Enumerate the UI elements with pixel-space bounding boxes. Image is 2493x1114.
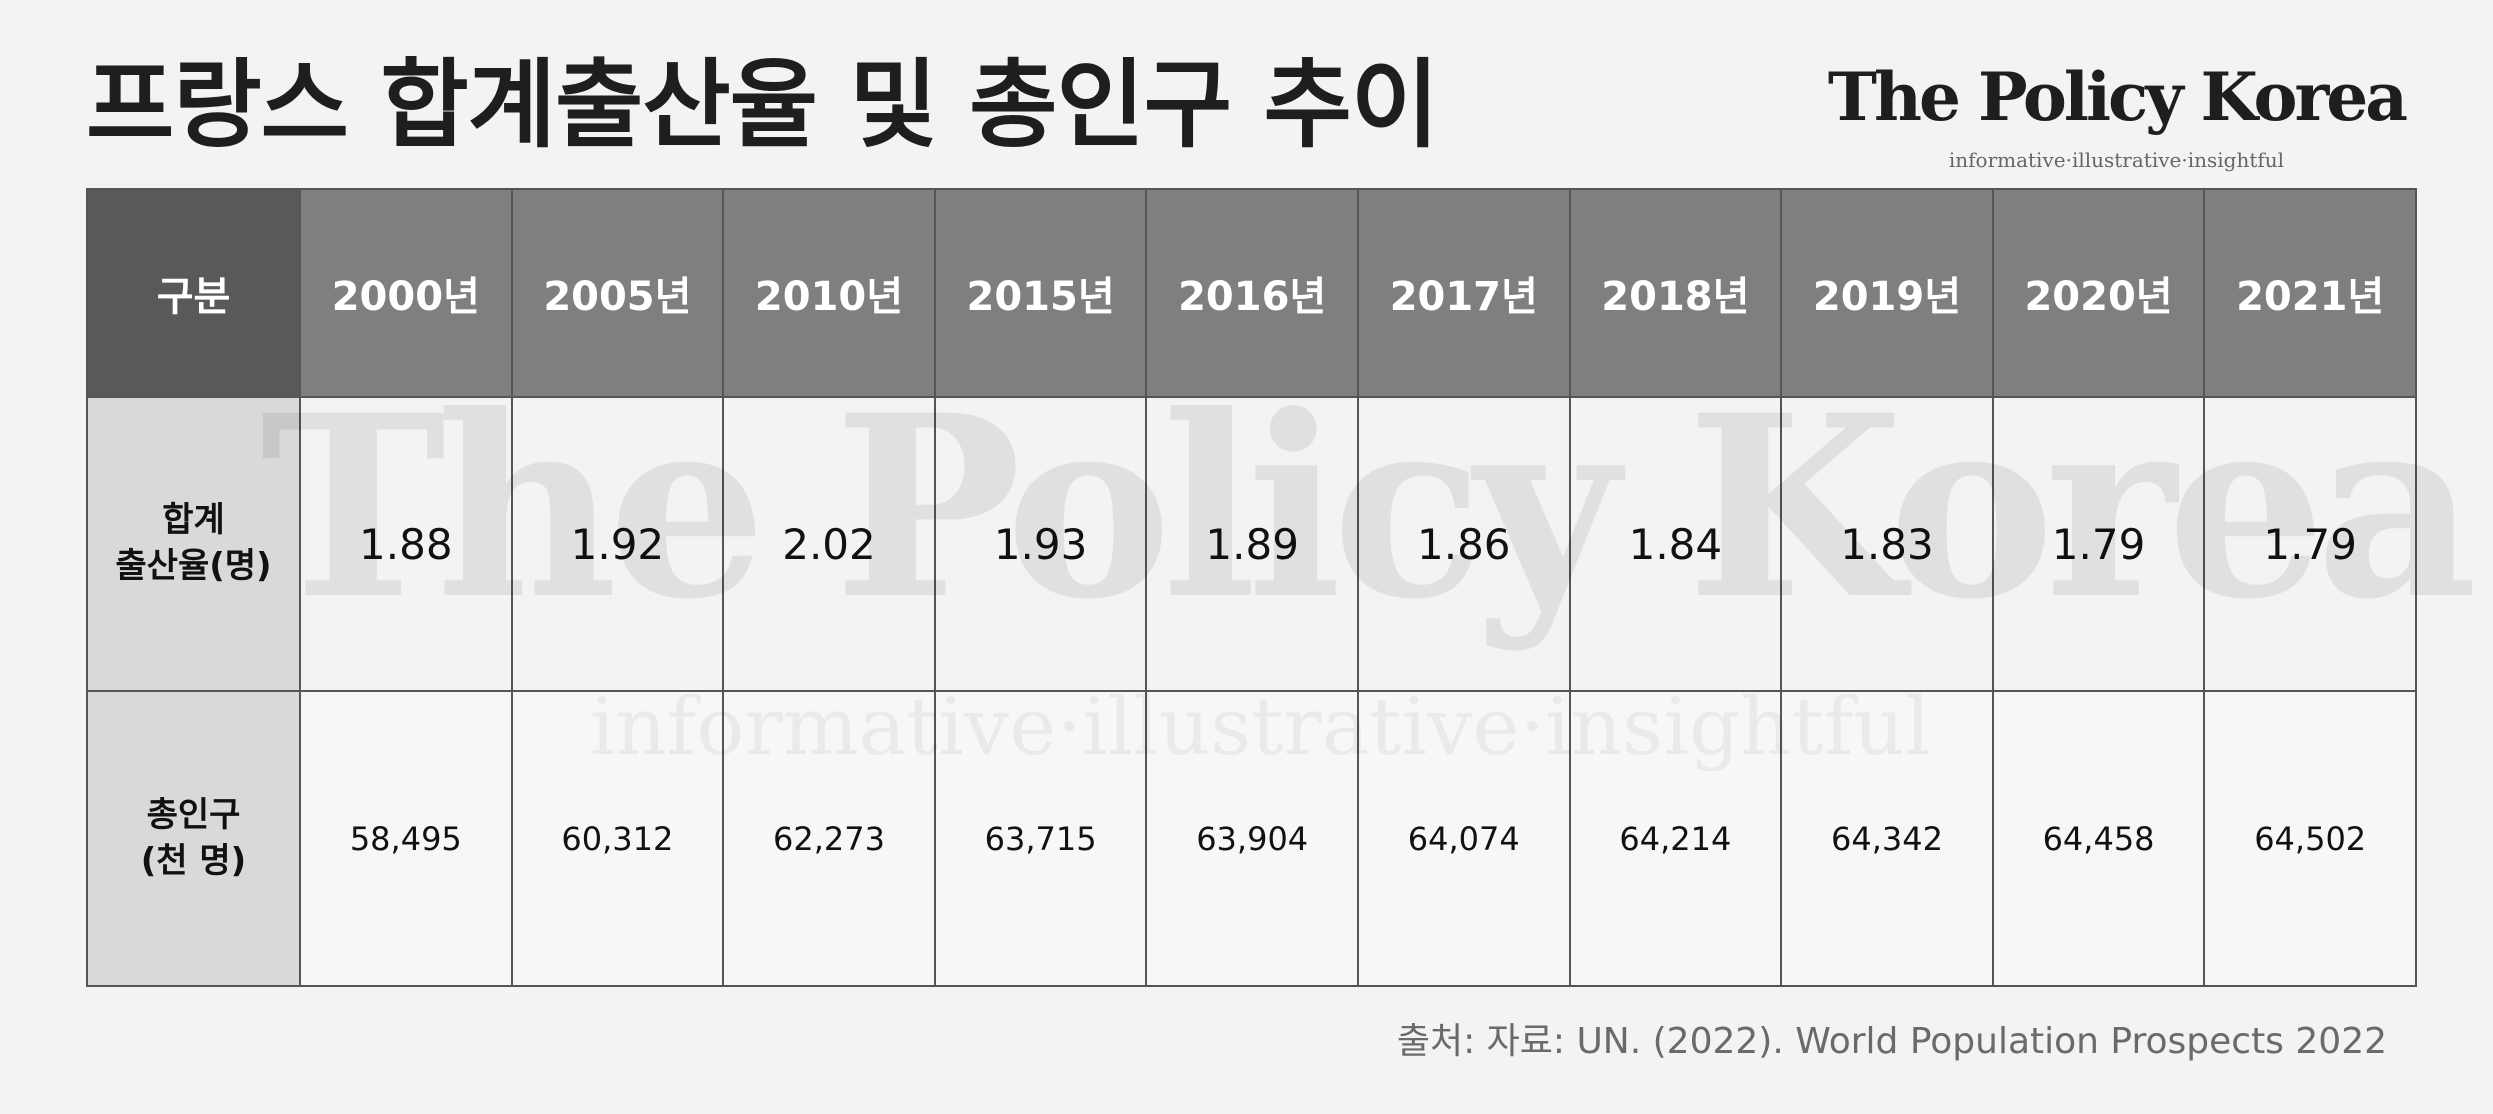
column-header: 2016년 bbox=[1145, 188, 1359, 398]
table-cell: 64,502 bbox=[2203, 690, 2417, 987]
table-row: 총인구 (천 명) 58,495 60,312 62,273 63,715 63,904 64… bbox=[86, 690, 2417, 987]
data-table: 구분 2000년 2005년 2010년 2015년 2016년 2017년 2018년 20… bbox=[86, 188, 2417, 987]
table-cell: 2.02 bbox=[722, 396, 936, 692]
column-header: 2005년 bbox=[510, 188, 725, 398]
table-cell: 1.88 bbox=[299, 396, 513, 692]
table-cell: 63,715 bbox=[933, 690, 1148, 987]
table-cell: 64,342 bbox=[1780, 690, 1994, 987]
brand-logo: The Policy Korea informative·illustrativ… bbox=[1827, 58, 2408, 172]
row-header-line: 총인구 bbox=[146, 794, 241, 835]
brand-tagline: informative·illustrative·insightful bbox=[1948, 148, 2285, 172]
corner-header: 구분 bbox=[86, 188, 301, 398]
table-cell: 60,312 bbox=[510, 690, 725, 987]
table-cell: 62,273 bbox=[722, 690, 936, 987]
page-title: 프랑스 합계출산율 및 총인구 추이 bbox=[86, 49, 1439, 161]
table-cell: 1.92 bbox=[510, 396, 725, 692]
column-header: 2019년 bbox=[1780, 188, 1994, 398]
column-header: 2017년 bbox=[1356, 188, 1571, 398]
source-note: 출처: 자료: UN. (2022). World Population Pro… bbox=[1396, 1021, 2387, 1062]
brand-name: The Policy Korea bbox=[1827, 58, 2408, 136]
row-header-line: 합계 bbox=[162, 500, 225, 541]
table-cell: 1.86 bbox=[1356, 396, 1571, 692]
row-header-line: (천 명) bbox=[140, 840, 247, 881]
data-table-container: 구분 2000년 2005년 2010년 2015년 2016년 2017년 2018년 20… bbox=[86, 188, 2417, 987]
column-header: 2018년 bbox=[1568, 188, 1783, 398]
table-cell: 64,458 bbox=[1991, 690, 2206, 987]
table-row: 합계 출산율(명) 1.88 1.92 2.02 1.93 1.89 1.86 1.84 1.83… bbox=[86, 396, 2417, 692]
table-cell: 63,904 bbox=[1145, 690, 1359, 987]
table-cell: 1.93 bbox=[933, 396, 1148, 692]
table-cell: 58,495 bbox=[299, 690, 513, 987]
table-cell: 1.83 bbox=[1780, 396, 1994, 692]
column-header: 2010년 bbox=[722, 188, 936, 398]
table-header-row: 구분 2000년 2005년 2010년 2015년 2016년 2017년 2018년 20… bbox=[86, 188, 2417, 398]
table-cell: 64,074 bbox=[1356, 690, 1571, 987]
column-header: 2020년 bbox=[1991, 188, 2206, 398]
table-cell: 1.84 bbox=[1568, 396, 1783, 692]
table-cell: 1.89 bbox=[1145, 396, 1359, 692]
row-header: 총인구 (천 명) bbox=[86, 690, 301, 987]
table-cell: 64,214 bbox=[1568, 690, 1783, 987]
column-header: 2000년 bbox=[299, 188, 513, 398]
table-cell: 1.79 bbox=[2203, 396, 2417, 692]
column-header: 2015년 bbox=[933, 188, 1148, 398]
row-header-line: 출산율(명) bbox=[115, 546, 272, 586]
table-cell: 1.79 bbox=[1991, 396, 2206, 692]
column-header: 2021년 bbox=[2203, 188, 2417, 398]
